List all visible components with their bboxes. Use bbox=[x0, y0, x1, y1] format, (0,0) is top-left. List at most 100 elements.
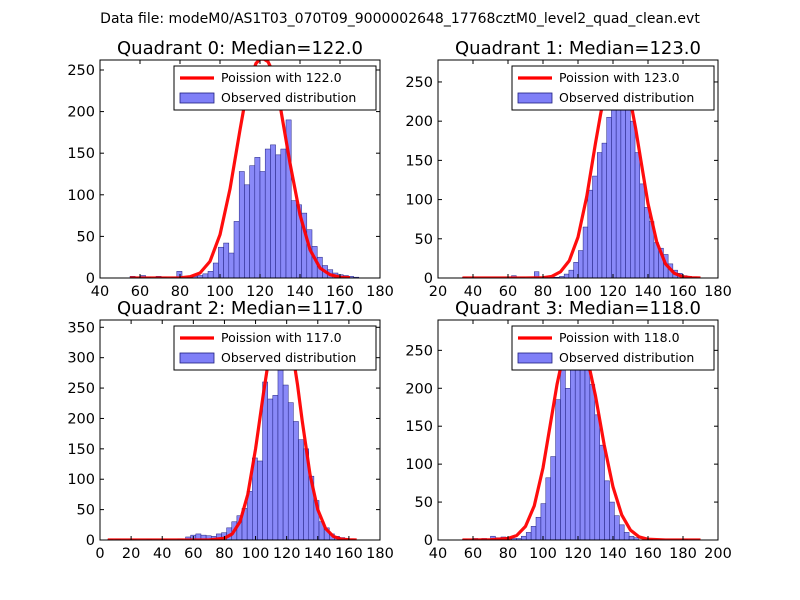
y-tick-label: 350 bbox=[67, 320, 95, 336]
histogram-bar bbox=[264, 148, 271, 278]
histogram-bar bbox=[298, 439, 304, 540]
histogram-bar bbox=[619, 524, 625, 540]
histogram-bar bbox=[244, 184, 250, 278]
histogram-bar bbox=[565, 388, 571, 540]
histogram-bar bbox=[563, 273, 570, 278]
legend-box bbox=[173, 65, 377, 111]
histogram-bar bbox=[267, 398, 274, 540]
y-tick-label: 0 bbox=[86, 533, 95, 549]
x-tick-label: 40 bbox=[429, 546, 447, 562]
histogram-bar bbox=[287, 402, 294, 540]
histogram-bar bbox=[560, 353, 566, 540]
histogram-bar bbox=[238, 171, 245, 278]
y-tick-label: 150 bbox=[405, 419, 433, 435]
histogram-bar bbox=[228, 252, 235, 278]
x-tick-label: 60 bbox=[131, 284, 149, 300]
legend-line-label: Poission with 117.0 bbox=[221, 330, 342, 345]
histogram-bar bbox=[277, 357, 284, 540]
axes-frame bbox=[99, 59, 381, 279]
legend: Poission with 117.0 Observed distribution bbox=[173, 325, 377, 371]
y-tick-label: 100 bbox=[67, 472, 95, 488]
x-tick-label: 160 bbox=[634, 546, 662, 562]
legend: Poission with 122.0 Observed distribution bbox=[173, 65, 377, 111]
x-tick-label: 0 bbox=[95, 546, 104, 562]
histogram-bar bbox=[275, 154, 282, 278]
legend-bar-label: Observed distribution bbox=[221, 90, 356, 105]
histogram-bars bbox=[107, 357, 356, 540]
histogram-bar bbox=[270, 144, 276, 278]
histogram-bar bbox=[530, 526, 537, 540]
x-tick-label: 100 bbox=[564, 284, 592, 300]
histogram-bar bbox=[282, 384, 289, 540]
y-tick-label: 0 bbox=[86, 271, 95, 287]
histogram-bar bbox=[207, 271, 214, 278]
x-tick-label: 120 bbox=[564, 546, 592, 562]
histogram-bar bbox=[615, 109, 622, 278]
histogram-bar bbox=[223, 242, 230, 278]
x-tick-label: 40 bbox=[91, 284, 109, 300]
legend: Poission with 123.0 Observed distribution bbox=[511, 65, 715, 111]
histogram-bar bbox=[592, 175, 598, 278]
figure-suptitle: Data file: modeM0/AS1T03_070T09_90000026… bbox=[100, 11, 700, 27]
x-tick-label: 20 bbox=[122, 546, 140, 562]
histogram-bar bbox=[262, 381, 268, 540]
subplot-2-title: Quadrant 2: Median=117.0 bbox=[117, 298, 363, 319]
legend-line-label: Poission with 122.0 bbox=[221, 70, 342, 85]
histogram-bar bbox=[625, 89, 631, 278]
x-tick-label: 20 bbox=[429, 284, 447, 300]
histogram-bar bbox=[587, 189, 593, 278]
x-tick-label: 80 bbox=[171, 284, 189, 300]
subplot-1: Quadrant 1: Median=123.0 20 40 60 80 100 120 14… bbox=[405, 38, 732, 300]
histogram-bar bbox=[535, 516, 542, 540]
histogram-bar bbox=[290, 200, 297, 278]
histogram-bar bbox=[578, 250, 584, 278]
legend-bar-swatch bbox=[517, 352, 553, 364]
subplot-3-title: Quadrant 3: Median=118.0 bbox=[455, 298, 701, 319]
subplot-3: Quadrant 3: Median=118.0 40 60 80 100 120 140 1… bbox=[405, 298, 732, 562]
x-tick-label: 180 bbox=[366, 284, 394, 300]
histogram-bar bbox=[550, 456, 556, 540]
y-tick-label: 100 bbox=[67, 188, 95, 204]
x-tick-label: 60 bbox=[464, 546, 482, 562]
histogram-bar bbox=[212, 262, 219, 278]
y-tick-label: 150 bbox=[67, 442, 95, 458]
legend-bar-swatch bbox=[179, 92, 215, 104]
axes-frame bbox=[99, 319, 381, 541]
histogram-bar bbox=[606, 116, 612, 278]
y-tick-label: 200 bbox=[405, 114, 433, 130]
histogram-bar bbox=[628, 535, 635, 540]
histogram-bar bbox=[540, 503, 547, 540]
y-tick-label: 300 bbox=[67, 351, 95, 367]
histogram-bar bbox=[202, 273, 209, 278]
y-tick-label: 100 bbox=[405, 457, 433, 473]
histogram-bars bbox=[129, 119, 360, 278]
y-tick-label: 250 bbox=[67, 381, 95, 397]
histogram-bar bbox=[257, 460, 263, 540]
y-tick-label: 0 bbox=[424, 533, 433, 549]
histogram-bar bbox=[579, 361, 586, 540]
y-tick-label: 200 bbox=[405, 381, 433, 397]
x-tick-label: 180 bbox=[669, 546, 697, 562]
histogram-bar bbox=[601, 142, 607, 278]
histogram-bar bbox=[620, 101, 626, 278]
x-tick-label: 80 bbox=[499, 546, 517, 562]
histogram-bar bbox=[254, 157, 261, 278]
x-tick-label: 100 bbox=[242, 546, 270, 562]
y-tick-label: 100 bbox=[405, 193, 433, 209]
histogram-bar bbox=[623, 532, 630, 540]
y-tick-label: 200 bbox=[67, 411, 95, 427]
y-tick-label: 150 bbox=[67, 146, 95, 162]
y-tick-label: 150 bbox=[405, 153, 433, 169]
histogram-bar bbox=[614, 515, 620, 540]
x-tick-label: 160 bbox=[326, 284, 354, 300]
histogram-bar bbox=[570, 369, 576, 540]
subplot-2: Quadrant 2: Median=117.00 20 40 60 80 100 120 1… bbox=[67, 298, 394, 562]
x-tick-label: 40 bbox=[153, 546, 171, 562]
x-tick-label: 140 bbox=[286, 284, 314, 300]
histogram-bar bbox=[604, 480, 610, 540]
x-tick-label: 120 bbox=[273, 546, 301, 562]
y-tick-label: 250 bbox=[405, 75, 433, 91]
histogram-bar bbox=[525, 532, 532, 540]
x-tick-label: 140 bbox=[599, 546, 627, 562]
